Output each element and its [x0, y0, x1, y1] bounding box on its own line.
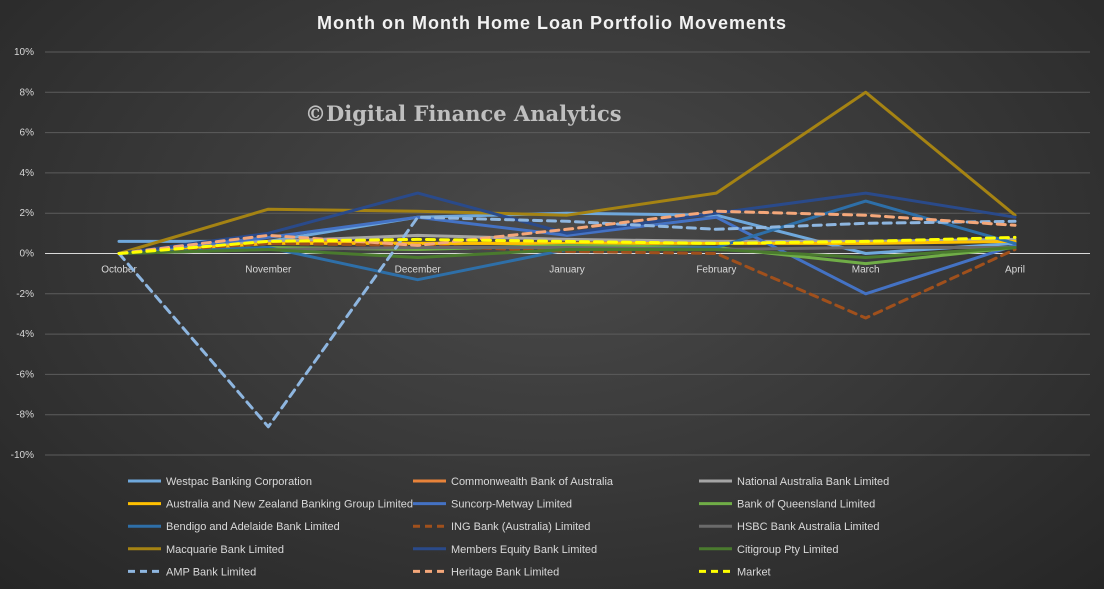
legend-entry-label: National Australia Bank Limited: [737, 476, 889, 488]
y-tick-label: 0%: [20, 249, 35, 260]
legend-entry-label: HSBC Bank Australia Limited: [737, 521, 879, 533]
y-axis-ticks: -10% -8% -6% -4% -2% 0% 2% 4% 6% 8% 10%: [11, 47, 34, 461]
y-tick-label: -10%: [11, 450, 34, 461]
x-tick-label: November: [245, 265, 292, 276]
watermark: ©Digital Finance Analytics: [305, 101, 622, 126]
y-tick-label: -8%: [16, 410, 34, 421]
legend-entry-label: Australia and New Zealand Banking Group …: [166, 499, 413, 511]
gridlines: [45, 51, 1090, 456]
series-line-macquarie-bank-limited: [117, 90, 1017, 255]
series-line-australia-and-new-zealand-banking-group-limited: [117, 239, 1017, 255]
x-tick-label: April: [1005, 265, 1025, 276]
x-tick-label: February: [696, 265, 736, 276]
x-tick-label: January: [549, 265, 585, 276]
series-lines: [117, 90, 1017, 429]
series-line-market: [117, 235, 1017, 255]
legend-entry-label: Bank of Queensland Limited: [737, 499, 875, 511]
chart-title: Month on Month Home Loan Portfolio Movem…: [317, 13, 787, 33]
legend-entry-label: Heritage Bank Limited: [451, 566, 559, 578]
series-line-members-equity-bank-limited: [117, 191, 1017, 255]
legend-entry-label: Suncorp-Metway Limited: [451, 499, 572, 511]
legend-entry-label: Commonwealth Bank of Australia: [451, 476, 614, 488]
x-axis-ticks: October November December January February Ma…: [101, 265, 1025, 276]
y-tick-label: 8%: [20, 87, 35, 98]
series-line-suncorp-metway-limited: [117, 215, 1017, 296]
legend-entry-label: Citigroup Pty Limited: [737, 544, 839, 556]
series-line-heritage-bank-limited: [117, 209, 1017, 255]
x-tick-label: October: [101, 265, 137, 276]
legend-entry-label: Members Equity Bank Limited: [451, 544, 597, 556]
legend-entry-label: AMP Bank Limited: [166, 566, 256, 578]
legend-entry-label: Market: [737, 566, 771, 578]
series-line-citigroup-pty-limited: [117, 246, 1017, 259]
y-tick-label: -4%: [16, 329, 34, 340]
x-tick-label: March: [852, 265, 880, 276]
y-tick-label: -6%: [16, 369, 34, 380]
y-tick-label: 4%: [20, 168, 35, 179]
x-tick-label: December: [395, 265, 442, 276]
y-tick-label: 6%: [20, 128, 35, 139]
y-tick-label: 2%: [20, 208, 35, 219]
y-tick-label: 10%: [14, 47, 34, 58]
y-tick-label: -2%: [16, 289, 34, 300]
legend-entry-label: Westpac Banking Corporation: [166, 476, 312, 488]
legend-entry-label: ING Bank (Australia) Limited: [451, 521, 590, 533]
legend-entry-label: Macquarie Bank Limited: [166, 544, 284, 556]
legend: Westpac Banking Corporation Commonwealth …: [128, 476, 889, 578]
series-line-ing-bank-australia-limited: [117, 241, 1017, 320]
legend-entry-label: Bendigo and Adelaide Bank Limited: [166, 521, 340, 533]
series-line-amp-bank-limited: [117, 215, 1017, 429]
